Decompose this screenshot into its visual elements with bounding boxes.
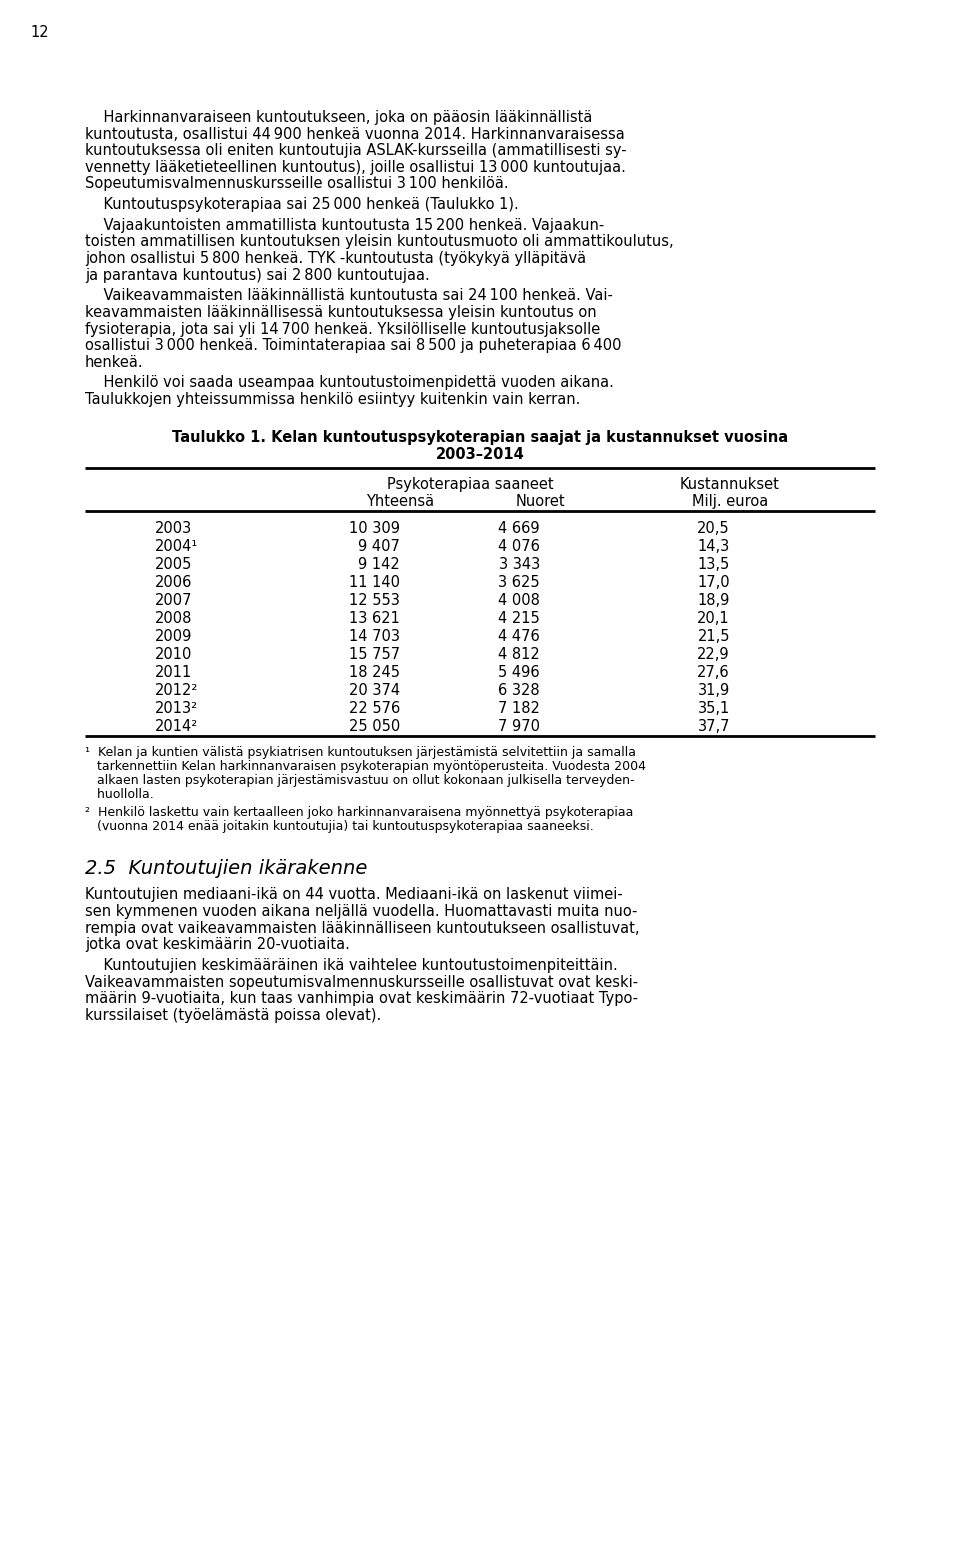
Text: jotka ovat keskimäärin 20-vuotiaita.: jotka ovat keskimäärin 20-vuotiaita. [85, 938, 349, 952]
Text: 2006: 2006 [155, 575, 192, 590]
Text: Kustannukset: Kustannukset [680, 477, 780, 492]
Text: 13,5: 13,5 [698, 558, 730, 572]
Text: 7 970: 7 970 [498, 718, 540, 734]
Text: 4 008: 4 008 [498, 594, 540, 608]
Text: Psykoterapiaa saaneet: Psykoterapiaa saaneet [387, 477, 553, 492]
Text: kuntoutuksessa oli eniten kuntoutujia ASLAK-kursseilla (ammatillisesti sy-: kuntoutuksessa oli eniten kuntoutujia AS… [85, 143, 627, 159]
Text: 2003: 2003 [155, 522, 192, 536]
Text: Vaikeavammaisten sopeutumisvalmennuskursseille osallistuvat ovat keski-: Vaikeavammaisten sopeutumisvalmennuskurs… [85, 975, 638, 989]
Text: 20,1: 20,1 [697, 611, 730, 626]
Text: 21,5: 21,5 [698, 629, 730, 643]
Text: sen kymmenen vuoden aikana neljällä vuodella. Huomattavasti muita nuo-: sen kymmenen vuoden aikana neljällä vuod… [85, 904, 637, 919]
Text: 2009: 2009 [155, 629, 192, 643]
Text: 11 140: 11 140 [349, 575, 400, 590]
Text: 25 050: 25 050 [348, 718, 400, 734]
Text: 4 476: 4 476 [498, 629, 540, 643]
Text: 17,0: 17,0 [697, 575, 730, 590]
Text: huollolla.: huollolla. [85, 788, 154, 801]
Text: vennetty lääketieteellinen kuntoutus), joille osallistui 13 000 kuntoutujaa.: vennetty lääketieteellinen kuntoutus), j… [85, 160, 626, 174]
Text: 6 328: 6 328 [498, 682, 540, 698]
Text: 20 374: 20 374 [348, 682, 400, 698]
Text: ja parantava kuntoutus) sai 2 800 kuntoutujaa.: ja parantava kuntoutus) sai 2 800 kuntou… [85, 268, 430, 282]
Text: 9 142: 9 142 [358, 558, 400, 572]
Text: 22 576: 22 576 [348, 701, 400, 715]
Text: 22,9: 22,9 [697, 647, 730, 662]
Text: 2004¹: 2004¹ [155, 539, 199, 555]
Text: Nuoret: Nuoret [516, 494, 564, 509]
Text: fysioterapia, jota sai yli 14 700 henkeä. Yksilölliselle kuntoutusjaksolle: fysioterapia, jota sai yli 14 700 henkeä… [85, 321, 600, 337]
Text: Vajaakuntoisten ammatillista kuntoutusta 15 200 henkeä. Vajaakun-: Vajaakuntoisten ammatillista kuntoutusta… [85, 218, 604, 232]
Text: toisten ammatillisen kuntoutuksen yleisin kuntoutusmuoto oli ammattikoulutus,: toisten ammatillisen kuntoutuksen yleisi… [85, 234, 674, 249]
Text: Taulukko 1. Kelan kuntoutuspsykoterapian saajat ja kustannukset vuosina: Taulukko 1. Kelan kuntoutuspsykoterapian… [172, 430, 788, 446]
Text: Taulukkojen yhteissummissa henkilö esiintyy kuitenkin vain kerran.: Taulukkojen yhteissummissa henkilö esiin… [85, 393, 581, 407]
Text: 2013²: 2013² [155, 701, 198, 715]
Text: 31,9: 31,9 [698, 682, 730, 698]
Text: tarkennettiin Kelan harkinnanvaraisen psykoterapian myöntöperusteita. Vuodesta 2: tarkennettiin Kelan harkinnanvaraisen ps… [85, 760, 646, 773]
Text: Harkinnanvaraiseen kuntoutukseen, joka on pääosin lääkinnällistä: Harkinnanvaraiseen kuntoutukseen, joka o… [85, 111, 592, 125]
Text: 13 621: 13 621 [349, 611, 400, 626]
Text: Henkilö voi saada useampaa kuntoutustoimenpidettä vuoden aikana.: Henkilö voi saada useampaa kuntoutustoim… [85, 375, 613, 391]
Text: Sopeutumisvalmennuskursseille osallistui 3 100 henkilöä.: Sopeutumisvalmennuskursseille osallistui… [85, 176, 509, 192]
Text: 12 553: 12 553 [349, 594, 400, 608]
Text: 37,7: 37,7 [698, 718, 730, 734]
Text: 18,9: 18,9 [698, 594, 730, 608]
Text: Vaikeavammaisten lääkinnällistä kuntoutusta sai 24 100 henkeä. Vai-: Vaikeavammaisten lääkinnällistä kuntoutu… [85, 288, 612, 304]
Text: ¹  Kelan ja kuntien välistä psykiatrisen kuntoutuksen järjestämistä selvitettiin: ¹ Kelan ja kuntien välistä psykiatrisen … [85, 746, 636, 759]
Text: 4 812: 4 812 [498, 647, 540, 662]
Text: alkaen lasten psykoterapian järjestämisvastuu on ollut kokonaan julkisella terve: alkaen lasten psykoterapian järjestämisv… [85, 774, 635, 787]
Text: johon osallistui 5 800 henkeä. TYK -kuntoutusta (työkykyä ylläpitävä: johon osallistui 5 800 henkeä. TYK -kunt… [85, 251, 587, 266]
Text: 14 703: 14 703 [349, 629, 400, 643]
Text: kuntoutusta, osallistui 44 900 henkeä vuonna 2014. Harkinnanvaraisessa: kuntoutusta, osallistui 44 900 henkeä vu… [85, 126, 625, 142]
Text: 3 625: 3 625 [498, 575, 540, 590]
Text: Kuntoutujien mediaani-ikä on 44 vuotta. Mediaani-ikä on laskenut viimei-: Kuntoutujien mediaani-ikä on 44 vuotta. … [85, 888, 623, 902]
Text: 12: 12 [30, 25, 49, 41]
Text: 10 309: 10 309 [349, 522, 400, 536]
Text: Kuntoutuspsykoterapiaa sai 25 000 henkeä (Taulukko 1).: Kuntoutuspsykoterapiaa sai 25 000 henkeä… [85, 198, 518, 212]
Text: Kuntoutujien keskimääräinen ikä vaihtelee kuntoutustoimenpiteittäin.: Kuntoutujien keskimääräinen ikä vaihtele… [85, 958, 617, 972]
Text: 2010: 2010 [155, 647, 192, 662]
Text: 2014²: 2014² [155, 718, 199, 734]
Text: 2007: 2007 [155, 594, 193, 608]
Text: 4 215: 4 215 [498, 611, 540, 626]
Text: määrin 9-vuotiaita, kun taas vanhimpia ovat keskimäärin 72-vuotiaat Typo-: määrin 9-vuotiaita, kun taas vanhimpia o… [85, 991, 638, 1006]
Text: 2008: 2008 [155, 611, 192, 626]
Text: 35,1: 35,1 [698, 701, 730, 715]
Text: Milj. euroa: Milj. euroa [692, 494, 768, 509]
Text: kurssilaiset (työelämästä poissa olevat).: kurssilaiset (työelämästä poissa olevat)… [85, 1008, 381, 1022]
Text: 14,3: 14,3 [698, 539, 730, 555]
Text: ²  Henkilö laskettu vain kertaalleen joko harkinnanvaraisena myönnettyä psykoter: ² Henkilö laskettu vain kertaalleen joko… [85, 805, 634, 820]
Text: 2003–2014: 2003–2014 [436, 447, 524, 461]
Text: osallistui 3 000 henkeä. Toimintaterapiaa sai 8 500 ja puheterapiaa 6 400: osallistui 3 000 henkeä. Toimintaterapia… [85, 338, 621, 354]
Text: 20,5: 20,5 [697, 522, 730, 536]
Text: 27,6: 27,6 [697, 665, 730, 679]
Text: 3 343: 3 343 [499, 558, 540, 572]
Text: 2005: 2005 [155, 558, 192, 572]
Text: 2012²: 2012² [155, 682, 199, 698]
Text: 18 245: 18 245 [349, 665, 400, 679]
Text: 9 407: 9 407 [358, 539, 400, 555]
Text: 4 669: 4 669 [498, 522, 540, 536]
Text: keavammaisten lääkinnällisessä kuntoutuksessa yleisin kuntoutus on: keavammaisten lääkinnällisessä kuntoutuk… [85, 305, 596, 319]
Text: Yhteensä: Yhteensä [366, 494, 434, 509]
Text: rempia ovat vaikeavammaisten lääkinnälliseen kuntoutukseen osallistuvat,: rempia ovat vaikeavammaisten lääkinnälli… [85, 921, 639, 936]
Text: 2011: 2011 [155, 665, 192, 679]
Text: henkeä.: henkeä. [85, 355, 144, 369]
Text: 15 757: 15 757 [348, 647, 400, 662]
Text: 5 496: 5 496 [498, 665, 540, 679]
Text: 7 182: 7 182 [498, 701, 540, 715]
Text: 4 076: 4 076 [498, 539, 540, 555]
Text: (vuonna 2014 enää joitakin kuntoutujia) tai kuntoutuspsykoterapiaa saaneeksi.: (vuonna 2014 enää joitakin kuntoutujia) … [85, 821, 593, 834]
Text: 2.5  Kuntoutujien ikärakenne: 2.5 Kuntoutujien ikärakenne [85, 860, 368, 879]
